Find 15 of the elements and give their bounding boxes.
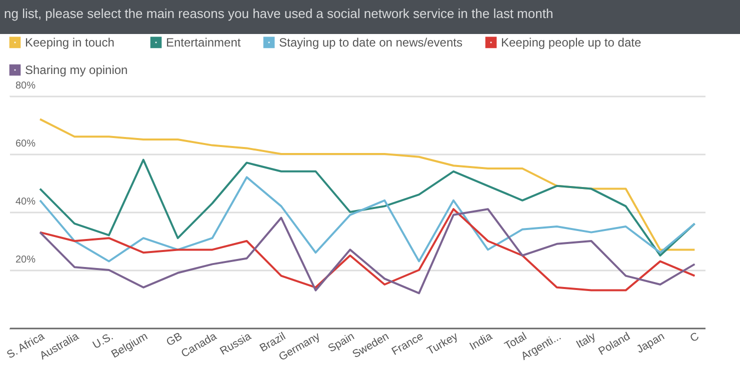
x-tick-label: Japan [634, 330, 667, 356]
chart-title: ng list, please select the main reasons you have used a social network service in the last month [0, 0, 740, 34]
legend-label: Staying up to date on news/events [279, 35, 462, 50]
y-tick-label: 60% [16, 138, 36, 150]
legend-label: Keeping in touch [25, 35, 114, 50]
x-tick-label: Italy [574, 330, 598, 351]
legend-label: Entertainment [166, 35, 242, 50]
x-tick-label: GB [164, 330, 184, 349]
y-tick-label: 40% [16, 196, 36, 208]
x-tick-label: C [688, 330, 702, 345]
x-tick-label: India [468, 330, 496, 353]
y-tick-label: 80% [16, 80, 36, 92]
y-tick-label: 20% [16, 254, 36, 266]
legend-label: Keeping people up to date [501, 35, 642, 50]
legend-label: Sharing my opinion [25, 63, 128, 77]
